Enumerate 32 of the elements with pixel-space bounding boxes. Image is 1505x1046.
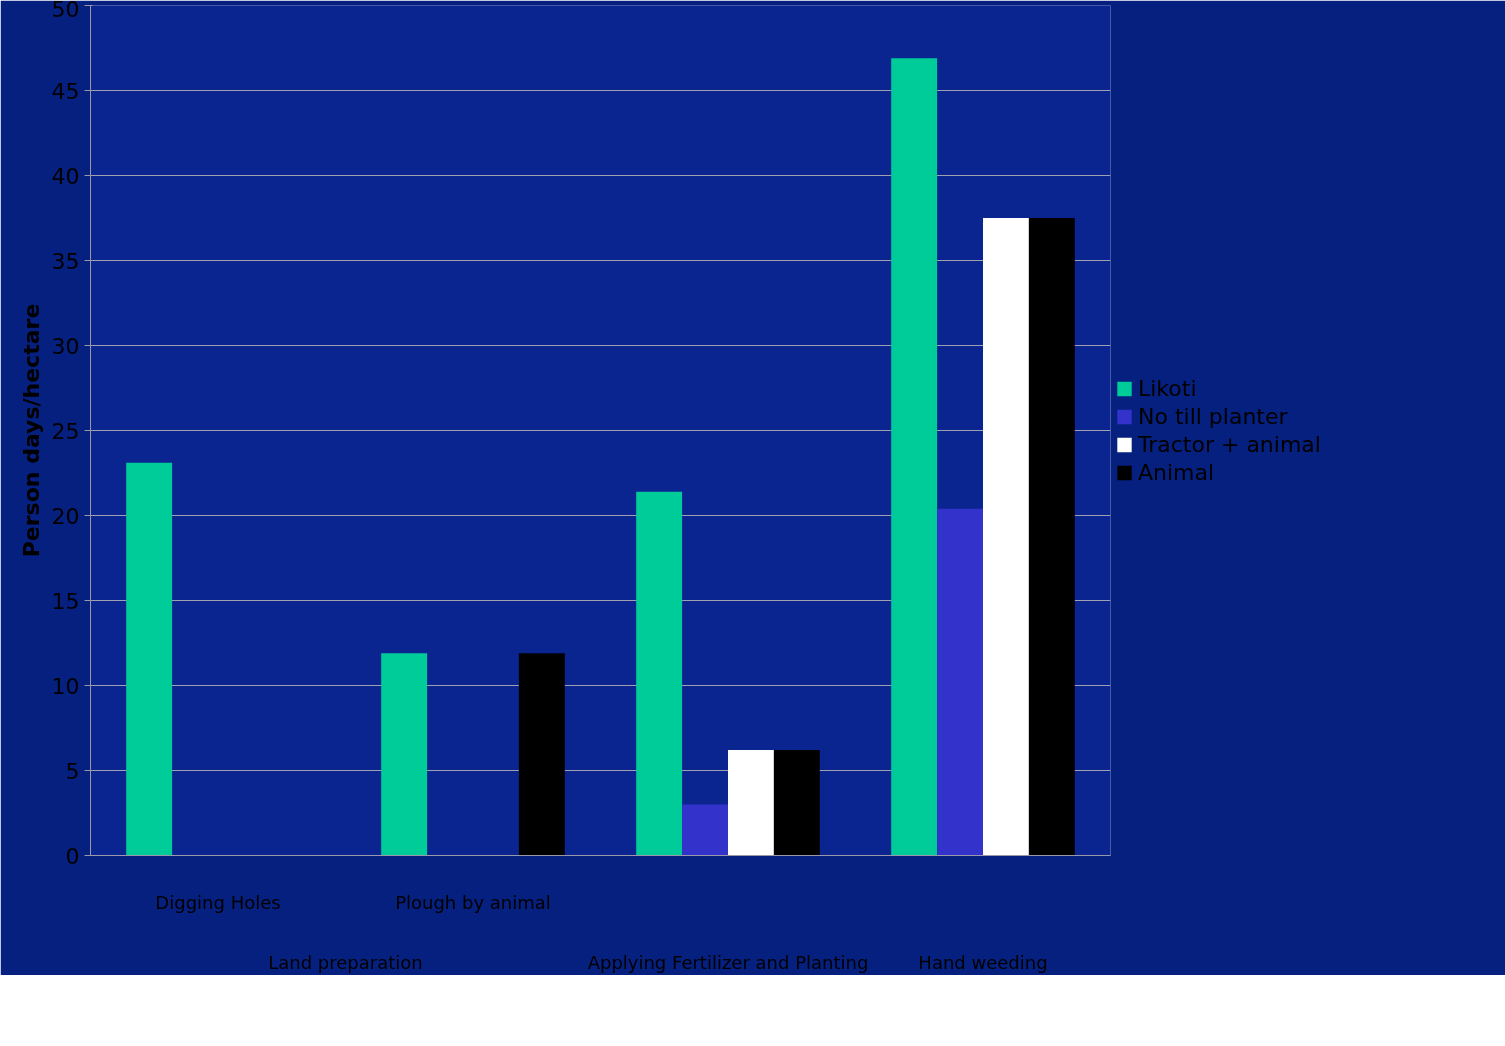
x-tick-label: Digging Holes xyxy=(155,891,281,913)
text: Land preparation xyxy=(268,951,423,973)
y-tick-label: 40 xyxy=(51,163,80,189)
x-tick-label: Plough by animal xyxy=(395,891,551,913)
y-tick-label: 45 xyxy=(51,78,80,104)
bar xyxy=(682,804,728,856)
y-axis-title: Person days/hectare xyxy=(18,303,44,558)
legend-label: Likoti xyxy=(1138,375,1197,401)
y-tick-label: 30 xyxy=(51,333,80,359)
bar xyxy=(1028,218,1075,856)
legend-label: Tractor + animal xyxy=(1138,431,1321,457)
bar xyxy=(891,58,938,856)
bar xyxy=(773,750,820,856)
y-tick-label: 50 xyxy=(51,0,80,22)
y-tick-label: 5 xyxy=(65,758,80,784)
bar xyxy=(381,653,428,856)
y-tick-label: 10 xyxy=(51,673,80,699)
y-tick-label: 25 xyxy=(51,418,80,444)
bar xyxy=(126,462,173,856)
y-tick-label: 15 xyxy=(51,588,80,614)
y-tick-label: 35 xyxy=(51,248,80,274)
bar xyxy=(983,218,1029,856)
bar xyxy=(937,508,983,856)
y-tick-label: 0 xyxy=(65,843,80,869)
legend-label: Animal xyxy=(1138,459,1215,485)
legend-label: No till planter xyxy=(1138,403,1288,429)
bar xyxy=(636,491,683,856)
x-tick-label: Hand weeding xyxy=(918,951,1048,973)
y-tick-label: 20 xyxy=(51,503,80,529)
bar xyxy=(728,750,774,856)
bar xyxy=(518,653,565,856)
x-tick-label: Applying Fertilizer and Planting xyxy=(587,951,869,973)
